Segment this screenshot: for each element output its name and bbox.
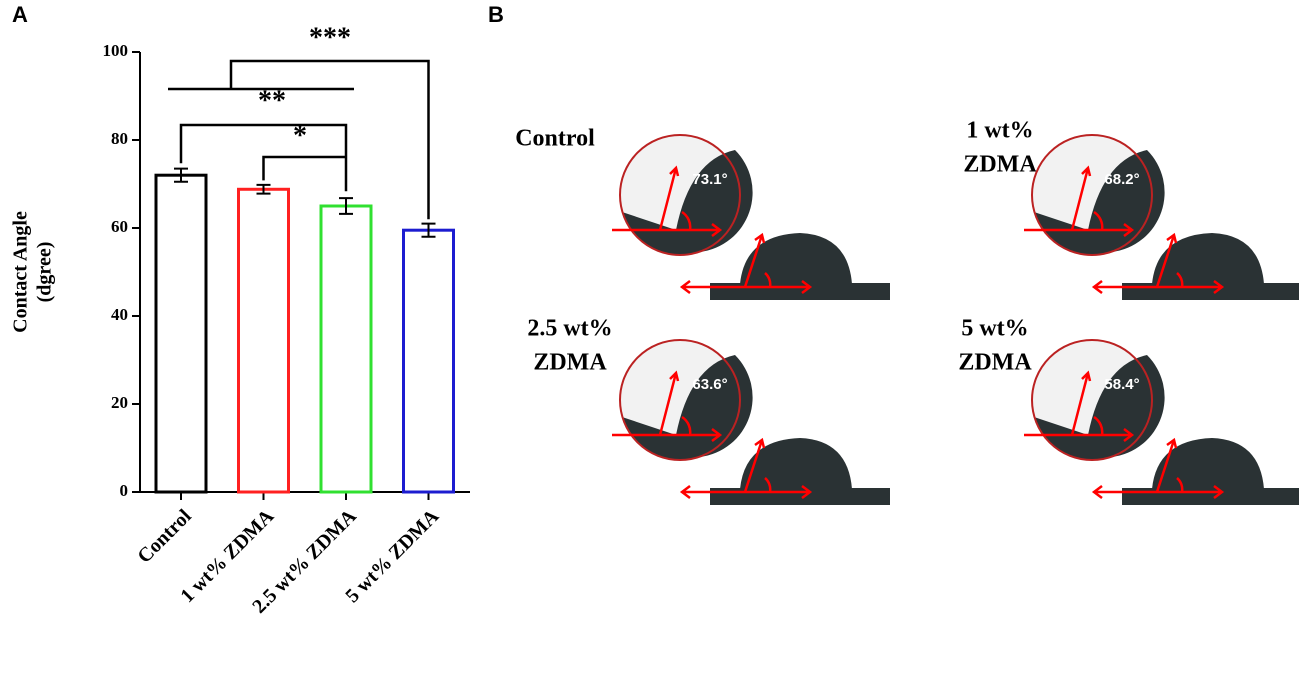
error-bar: [339, 197, 353, 215]
sample-label: 1 wt%: [966, 118, 1033, 144]
sample-panel: 5 wt% ZDMA 58.4°: [958, 316, 1299, 505]
sample-label: Control: [515, 126, 595, 152]
significance-label: ***: [309, 22, 351, 53]
zoom-ring: [1031, 339, 1153, 461]
y-tick-label: 20: [111, 393, 128, 412]
angle-arrows: [679, 232, 813, 294]
bar: [402, 228, 455, 494]
error-bar: [339, 197, 353, 215]
sample-label: 5 wt%: [961, 316, 1028, 342]
error-bar: [421, 222, 436, 238]
zoom-ring: [619, 134, 741, 256]
panel-label: A: [12, 2, 28, 27]
sample-label: ZDMA: [533, 350, 607, 376]
sample-label: ZDMA: [958, 350, 1032, 376]
error-bar: [174, 167, 188, 183]
error-bar: [256, 183, 271, 195]
error-bar: [421, 222, 436, 238]
significance-bracket: [229, 59, 430, 220]
error-bar: [256, 183, 271, 195]
y-tick-label: 100: [103, 41, 129, 60]
droplet: [1152, 438, 1264, 489]
y-tick-label: 60: [111, 217, 128, 236]
droplet: [740, 438, 852, 489]
sample-panel: 1 wt% ZDMA 68.2°: [963, 118, 1299, 300]
sample-label: ZDMA: [963, 152, 1037, 178]
substrate: [1122, 488, 1299, 505]
angle-label: 63.6°: [692, 376, 727, 393]
sample-label: 2.5 wt%: [527, 316, 612, 342]
angle-arrows: [1024, 370, 1135, 442]
significance-bracket: [262, 155, 346, 181]
bar: [154, 173, 208, 494]
angle-arrows: [1024, 165, 1135, 237]
significance-label: *: [293, 120, 307, 151]
y-axis-label: Contact Angle: [10, 211, 32, 333]
substrate: [1122, 283, 1299, 300]
significance-label: **: [258, 85, 286, 116]
angle-arrows: [612, 165, 723, 237]
droplet: [740, 233, 852, 284]
error-bar: [174, 167, 188, 183]
y-tick-label: 40: [111, 305, 128, 324]
zoom-ring: [619, 339, 741, 461]
bar: [237, 187, 290, 494]
angle-arrows: [612, 370, 723, 442]
angle-arrows: [679, 437, 813, 499]
sample-panel: 2.5 wt% ZDMA 63.6°: [527, 316, 890, 505]
angle-label: 68.2°: [1104, 171, 1139, 188]
angle-label: 58.4°: [1104, 376, 1139, 393]
x-tick-label: Control: [133, 505, 196, 568]
bar: [319, 204, 373, 494]
zoom-ring: [1031, 134, 1153, 256]
panel-label: B: [488, 2, 504, 27]
y-tick-label: 80: [111, 129, 128, 148]
y-tick-label: 0: [120, 481, 129, 500]
angle-label: 73.1°: [692, 171, 727, 188]
angle-arrows: [1091, 232, 1225, 294]
substrate: [710, 283, 890, 300]
droplet: [1152, 233, 1264, 284]
y-axis-label: (dgree): [34, 242, 56, 303]
sample-panel: Control 73.1°: [515, 126, 890, 300]
substrate: [710, 488, 890, 505]
angle-arrows: [1091, 437, 1225, 499]
